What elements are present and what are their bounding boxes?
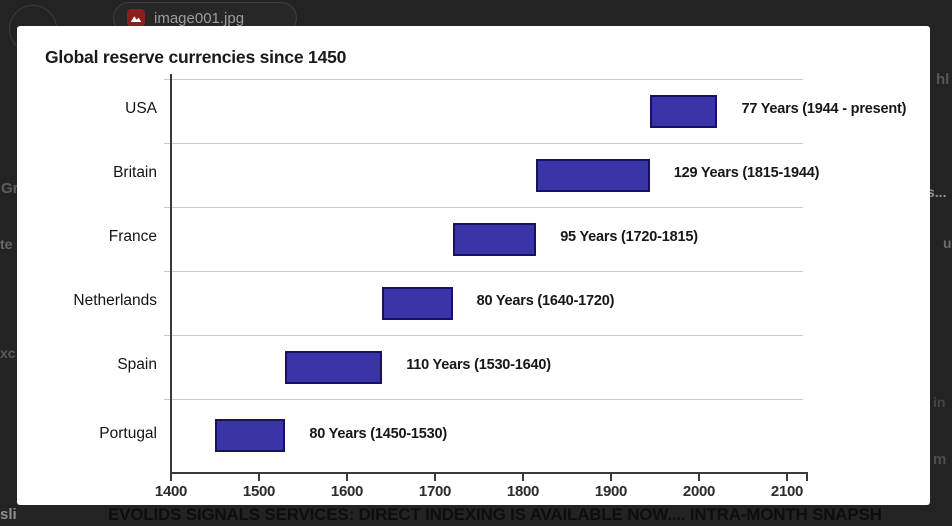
- x-axis-tick: [698, 474, 700, 481]
- background-text-fragment: hl: [936, 71, 950, 88]
- x-axis-tick-label: 2100: [770, 483, 804, 500]
- x-axis-line: [170, 472, 808, 474]
- gantt-chart: USA 77 Years (1944 - present) Britain 129 Y…: [17, 26, 930, 505]
- background-text-fragment: in: [933, 394, 946, 410]
- background-text-fragment: u: [943, 235, 952, 251]
- x-axis-tick: [434, 474, 436, 481]
- background-text-fragment: te: [0, 236, 13, 252]
- bar-value-label: 80 Years (1640-1720): [476, 293, 615, 309]
- attachment-filename: image001.jpg: [154, 9, 245, 27]
- row-separator: [164, 399, 803, 400]
- gantt-bar: [215, 419, 286, 452]
- category-label: Britain: [113, 164, 157, 181]
- gantt-bar: [649, 94, 718, 128]
- background-text-fragment: s...: [927, 184, 947, 200]
- gantt-bar: [382, 286, 453, 320]
- image-icon: [127, 9, 145, 27]
- row-separator: [164, 143, 803, 144]
- row-separator: [164, 271, 803, 272]
- row-separator: [164, 335, 803, 336]
- gantt-bar: [536, 158, 650, 192]
- x-axis-tick-label: 1600: [330, 483, 364, 500]
- category-label: France: [108, 228, 157, 245]
- bar-value-label: 129 Years (1815-1944): [673, 165, 820, 181]
- y-axis-line: [170, 74, 172, 478]
- x-axis-tick-label: 1700: [418, 483, 452, 500]
- category-label: USA: [125, 100, 157, 117]
- background-text-fragment: xc: [0, 345, 16, 361]
- category-label: Spain: [117, 356, 157, 373]
- x-axis-tick-label: 1500: [242, 483, 276, 500]
- x-axis-tick: [610, 474, 612, 481]
- x-axis-tick: [522, 474, 524, 481]
- chart-title: Global reserve currencies since 1450: [45, 47, 347, 67]
- bar-value-label: 110 Years (1530-1640): [406, 357, 551, 373]
- x-axis-tick: [786, 474, 788, 481]
- background-text-fragment: Gr: [1, 180, 19, 197]
- x-axis-tick: [170, 474, 172, 481]
- gantt-bar: [452, 222, 537, 256]
- x-axis-tick: [258, 474, 260, 481]
- x-axis-tick-label: 2000: [682, 483, 716, 500]
- bar-value-label: 80 Years (1450-1530): [309, 425, 448, 442]
- background-text-fragment: sli: [0, 506, 17, 523]
- chart-image-modal: Global reserve currencies since 1450 USA…: [17, 26, 930, 505]
- background-ticker-text: EVOLIDS SIGNALS SERVICES: DIRECT INDEXIN…: [108, 505, 882, 524]
- category-label: Portugal: [99, 424, 157, 442]
- row-separator: [164, 79, 803, 80]
- gantt-bar: [285, 350, 383, 384]
- x-axis-tick: [346, 474, 348, 481]
- bar-value-label: 77 Years (1944 - present): [741, 101, 907, 117]
- x-axis-end-tick: [806, 474, 808, 481]
- x-axis-tick-label: 1400: [154, 483, 188, 500]
- bar-value-label: 95 Years (1720-1815): [560, 229, 698, 245]
- row-separator: [164, 207, 803, 208]
- category-label: Netherlands: [73, 292, 157, 309]
- x-axis-tick-label: 1900: [594, 483, 628, 500]
- background-text-fragment: m: [933, 451, 947, 468]
- x-axis-tick-label: 1800: [506, 483, 540, 500]
